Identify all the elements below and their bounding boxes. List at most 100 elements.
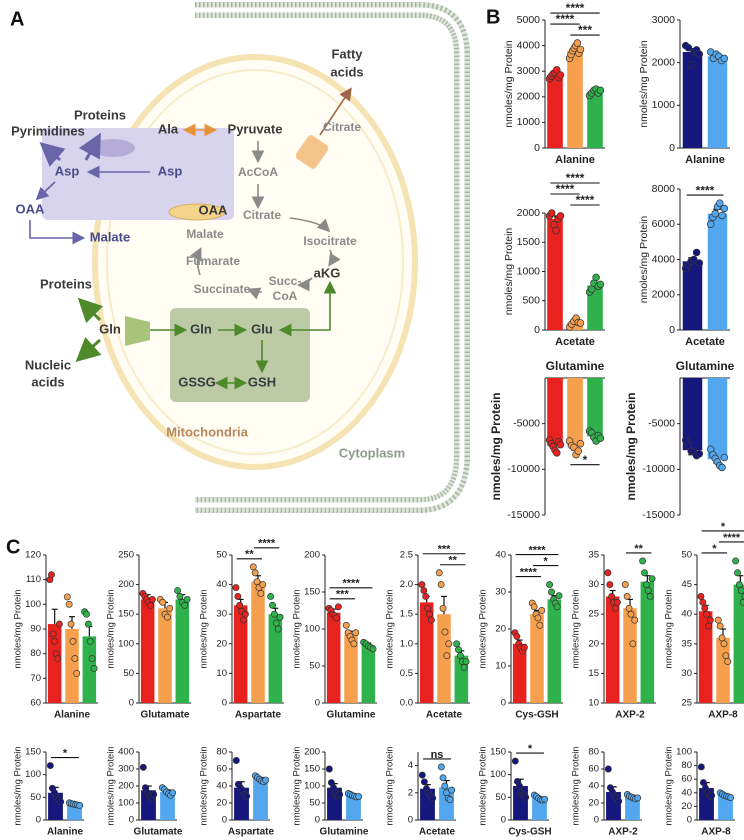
data-point	[555, 592, 563, 600]
data-point	[276, 613, 284, 621]
data-point	[553, 449, 561, 457]
y-tick-label: 60	[216, 764, 227, 775]
data-point	[342, 621, 350, 629]
y-tick-label: 80	[588, 747, 599, 758]
y-tick-label: 50	[681, 550, 692, 561]
data-point	[269, 601, 276, 609]
data-point	[272, 619, 280, 627]
bar	[47, 624, 62, 703]
data-point	[67, 620, 75, 628]
metabolite: Malate	[186, 227, 224, 241]
significance-label: **	[245, 549, 254, 561]
significance-label: ***	[578, 23, 592, 37]
data-point	[429, 794, 437, 802]
data-point	[418, 771, 426, 779]
metabolite: Fumarate	[186, 254, 240, 268]
x-axis-label: AXP-2	[615, 710, 645, 721]
data-point	[687, 61, 695, 69]
bar	[567, 322, 583, 330]
y-axis-label: nmoles/mg Protein	[664, 746, 675, 825]
y-axis-label: nmoles/mg Protein	[13, 589, 24, 668]
significance-label: *	[583, 453, 588, 467]
y-tick-label: 200	[118, 781, 134, 792]
y-tick-label: 50	[30, 792, 41, 803]
data-point	[426, 610, 433, 618]
y-tick-label: 100	[25, 769, 41, 780]
data-point	[435, 569, 443, 577]
metabolite: Glu	[251, 321, 273, 336]
data-point	[718, 634, 726, 642]
y-tick-label: 0	[222, 815, 227, 826]
y-tick-label: 0	[669, 142, 675, 154]
data-point	[46, 762, 54, 770]
data-point	[536, 621, 544, 629]
data-point	[596, 434, 605, 443]
product: Nucleic	[25, 357, 71, 372]
y-axis-label: nmoles/mg Protein	[199, 746, 210, 825]
data-point	[552, 226, 560, 235]
bar	[707, 213, 728, 330]
data-point	[612, 604, 619, 612]
data-point	[574, 447, 583, 455]
data-point	[48, 571, 55, 579]
y-tick-label: 100	[25, 599, 41, 610]
bar	[140, 599, 155, 703]
arrow	[289, 217, 331, 233]
data-point	[249, 563, 257, 571]
data-point	[690, 255, 698, 264]
y-tick-label: -10000	[642, 463, 675, 475]
bar	[682, 378, 703, 451]
significance-label: ****	[258, 538, 276, 550]
metabolite: Pyruvate	[228, 121, 283, 136]
significance-label: *	[528, 743, 533, 755]
data-point	[181, 601, 189, 609]
data-point	[735, 581, 743, 589]
y-tick-label: 10	[495, 661, 506, 672]
data-point	[711, 209, 719, 218]
data-point	[695, 259, 704, 267]
y-tick-label: 40	[216, 781, 227, 792]
y-tick-label: 40	[495, 550, 506, 561]
bar	[419, 602, 434, 703]
data-point	[462, 658, 470, 666]
y-tick-label: 6000	[652, 218, 676, 230]
bar	[82, 636, 97, 703]
chart-title: Glutamine	[676, 359, 735, 373]
y-tick-label: 3000	[517, 65, 541, 77]
y-axis-label: nmoles/mg Protein	[624, 392, 638, 500]
compartment-label: Cytoplasm	[339, 445, 405, 460]
data-point	[737, 587, 744, 594]
data-point	[243, 792, 251, 800]
y-tick-label: -15000	[507, 509, 540, 521]
metabolite: Isocitrate	[303, 234, 357, 248]
y-tick-label: 1.0	[400, 638, 413, 649]
y-axis-label: nmoles/mg Protein	[638, 216, 650, 304]
y-tick-label: 100	[676, 747, 692, 758]
y-tick-label: 300	[118, 764, 134, 775]
x-axis-label: Glutamate	[134, 827, 183, 838]
metabolite: Succinate	[194, 282, 251, 296]
metabolite: Citrate	[243, 208, 281, 222]
metabolite: GSH	[248, 374, 276, 389]
bar	[605, 596, 620, 703]
data-point	[57, 798, 65, 806]
y-tick-label: 150	[25, 747, 41, 758]
bar	[707, 56, 728, 149]
data-point	[695, 450, 704, 458]
y-tick-label: 0	[315, 698, 320, 709]
product: Proteins	[74, 107, 126, 122]
data-point	[708, 792, 716, 799]
data-point	[541, 795, 549, 803]
asp-transporter	[91, 139, 135, 157]
bar	[233, 605, 248, 703]
data-point	[720, 54, 729, 63]
bar	[682, 261, 703, 330]
y-tick-label: 150	[118, 609, 134, 620]
y-tick-label: 0	[36, 815, 41, 826]
y-tick-label: 0	[534, 142, 540, 154]
x-axis-label: Alanine	[685, 154, 725, 166]
data-point	[439, 604, 447, 612]
data-point	[547, 209, 556, 217]
data-point	[445, 640, 453, 648]
y-tick-label: -10000	[507, 463, 540, 475]
